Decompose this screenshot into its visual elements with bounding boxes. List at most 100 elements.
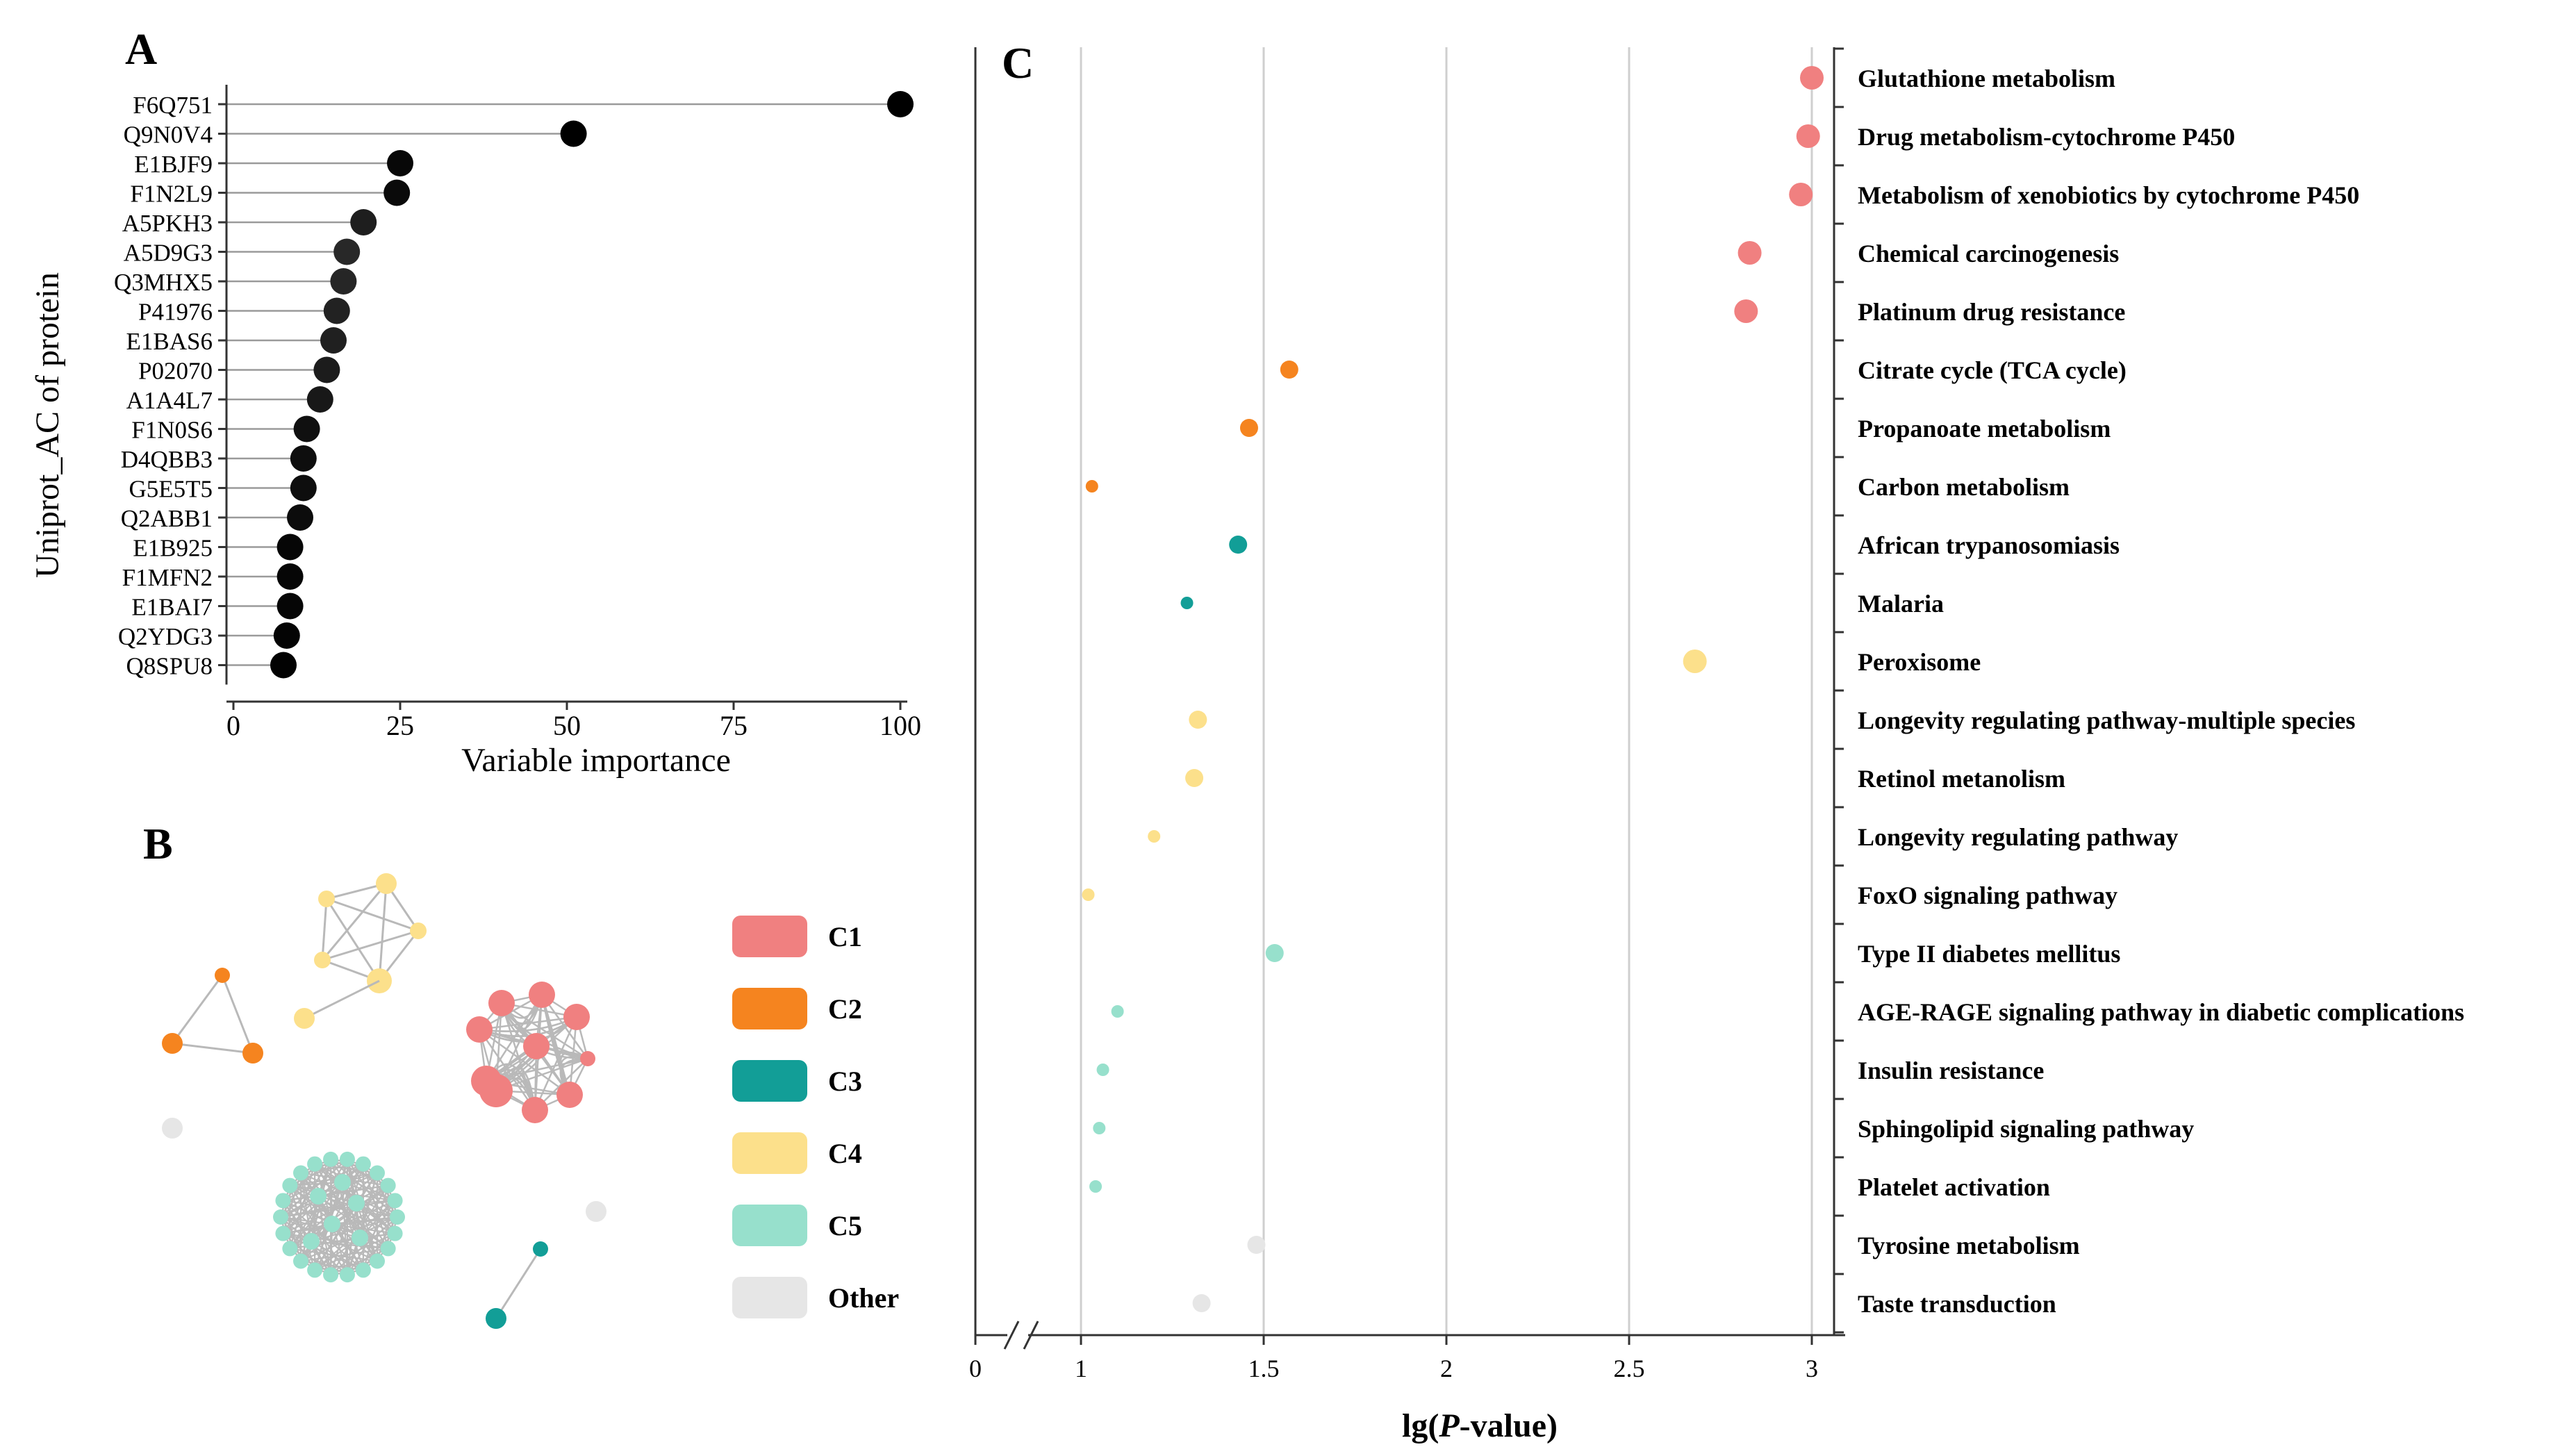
- network-edge: [300, 1163, 364, 1174]
- panel-c-gridlines: [1080, 47, 1813, 1335]
- network-node: [303, 1233, 320, 1250]
- panel-c-dot: [1796, 124, 1820, 148]
- network-edge: [376, 1173, 396, 1234]
- network-edge: [321, 898, 328, 961]
- network-edge: [299, 1173, 313, 1242]
- network-cluster-c2: [162, 968, 263, 1064]
- panel-c-dot: [1265, 944, 1284, 962]
- panel-c-pathway-label: Longevity regulating pathway: [1858, 823, 2178, 851]
- panel-a-dot: [320, 327, 347, 354]
- network-node: [533, 1241, 548, 1257]
- panel-c-x-tick-label: 3: [1806, 1355, 1818, 1382]
- panel-c-pathway-label: Glutathione metabolism: [1858, 65, 2115, 92]
- network-edge: [359, 1200, 396, 1239]
- network-node: [370, 1253, 386, 1269]
- panel-c-dot: [1185, 769, 1204, 787]
- network-node: [529, 982, 555, 1008]
- network-edge: [321, 883, 388, 961]
- panel-c-dot: [1737, 241, 1762, 265]
- panel-a-y-tick-label: E1BAS6: [126, 328, 213, 355]
- network-graph: [162, 873, 606, 1329]
- panel-a-y-tick-label: F1N0S6: [131, 417, 213, 444]
- network-edge: [358, 1173, 379, 1239]
- panel-a-dot: [887, 91, 914, 117]
- network-cluster-c5: [273, 1151, 405, 1283]
- panel-c-dot: [1082, 888, 1095, 901]
- network-edge: [376, 1200, 396, 1261]
- panel-a-x-tick-label: 0: [226, 710, 240, 741]
- network-cluster-c1: [466, 982, 595, 1123]
- network-node: [355, 1156, 371, 1172]
- panel-c-dot: [1089, 1180, 1103, 1193]
- panel-c-pathway-label: FoxO signaling pathway: [1858, 882, 2117, 909]
- panel-c-dot: [1148, 830, 1161, 843]
- network-edge: [341, 1182, 361, 1239]
- network-node: [294, 1008, 315, 1029]
- panel-a-stems: [226, 103, 900, 666]
- network-node: [522, 1097, 548, 1123]
- network-node: [352, 1230, 368, 1246]
- panel-a-y-tick-label: E1B925: [133, 535, 213, 562]
- panel-a-dot: [276, 533, 304, 561]
- network-edge: [289, 1164, 316, 1249]
- network-edge: [290, 1236, 361, 1250]
- panel-a-y-tick-label: A5D9G3: [124, 240, 213, 267]
- panel-c-x-tick-label: 2.5: [1614, 1355, 1645, 1382]
- panel-a-y-tick-label: Q2ABB1: [121, 505, 213, 532]
- panel-b-label: B: [143, 819, 173, 868]
- network-edge: [347, 1159, 396, 1202]
- panel-a-x-axis-title: Variable importance: [461, 742, 731, 779]
- panel-a-y-tick-label: F1N2L9: [130, 181, 213, 208]
- network-edge: [495, 994, 543, 1091]
- network-edge: [326, 897, 419, 932]
- network-node: [580, 1051, 595, 1066]
- network-node: [314, 952, 331, 968]
- panel-c-x-tick-label: 1.5: [1248, 1355, 1280, 1382]
- network-node: [339, 1151, 355, 1167]
- network-node: [275, 1225, 291, 1241]
- network-edge: [325, 898, 381, 982]
- network-edge: [311, 1184, 389, 1242]
- panel-a-dot: [333, 238, 361, 265]
- panel-a-dot: [306, 386, 333, 413]
- panel-c: C 0 1 1.5 2 2.5 3 Glutathione metabolism Drug …: [969, 38, 2464, 1444]
- panel-a-dot: [270, 652, 297, 679]
- network-edge: [342, 1181, 395, 1202]
- network-edge: [317, 1184, 388, 1198]
- panel-c-pathway-label: Taste transduction: [1858, 1290, 2056, 1318]
- network-node: [282, 1241, 298, 1257]
- legend-swatch: [732, 988, 807, 1029]
- panel-c-label: C: [1002, 38, 1034, 88]
- network-node: [275, 1193, 291, 1209]
- panel-a-dot: [383, 179, 411, 206]
- network-node: [307, 1156, 323, 1172]
- network-cluster-c4: [314, 873, 427, 993]
- panel-c-dots: [1082, 66, 1824, 1312]
- panel-a-y-tick-label: Q9N0V4: [124, 122, 213, 149]
- network-edge: [495, 1248, 542, 1319]
- panel-a-y-tick-label: F6Q751: [133, 92, 213, 119]
- legend-swatch: [732, 1277, 807, 1318]
- network-node: [162, 1033, 183, 1054]
- network-node: [242, 1043, 263, 1064]
- panel-c-pathway-labels: Glutathione metabolism Drug metabolism-cy…: [1858, 65, 2464, 1318]
- panel-a-y-tick-label: E1BAI7: [131, 594, 213, 621]
- panel-c-pathway-label: Platinum drug resistance: [1858, 298, 2125, 326]
- panel-a-dot: [290, 445, 317, 472]
- panel-c-dot: [1096, 1064, 1109, 1076]
- network-edge: [540, 994, 571, 1095]
- panel-a-y-tick-label: Q2YDG3: [118, 623, 213, 650]
- panel-a-dot: [313, 356, 340, 383]
- panel-a-dot: [293, 415, 320, 442]
- network-edge: [289, 1158, 348, 1186]
- network-edge: [479, 1016, 577, 1031]
- legend-label: C3: [828, 1066, 862, 1097]
- panel-a-y-tick-label: Q3MHX5: [114, 269, 213, 296]
- network-node: [387, 1225, 403, 1241]
- panel-a-dot: [387, 150, 413, 176]
- network-node: [323, 1267, 339, 1283]
- panel-a-y-tick-label: A5PKH3: [122, 210, 213, 237]
- panel-a-y-tick-label: F1MFN2: [122, 564, 213, 591]
- network-edge: [171, 975, 224, 1044]
